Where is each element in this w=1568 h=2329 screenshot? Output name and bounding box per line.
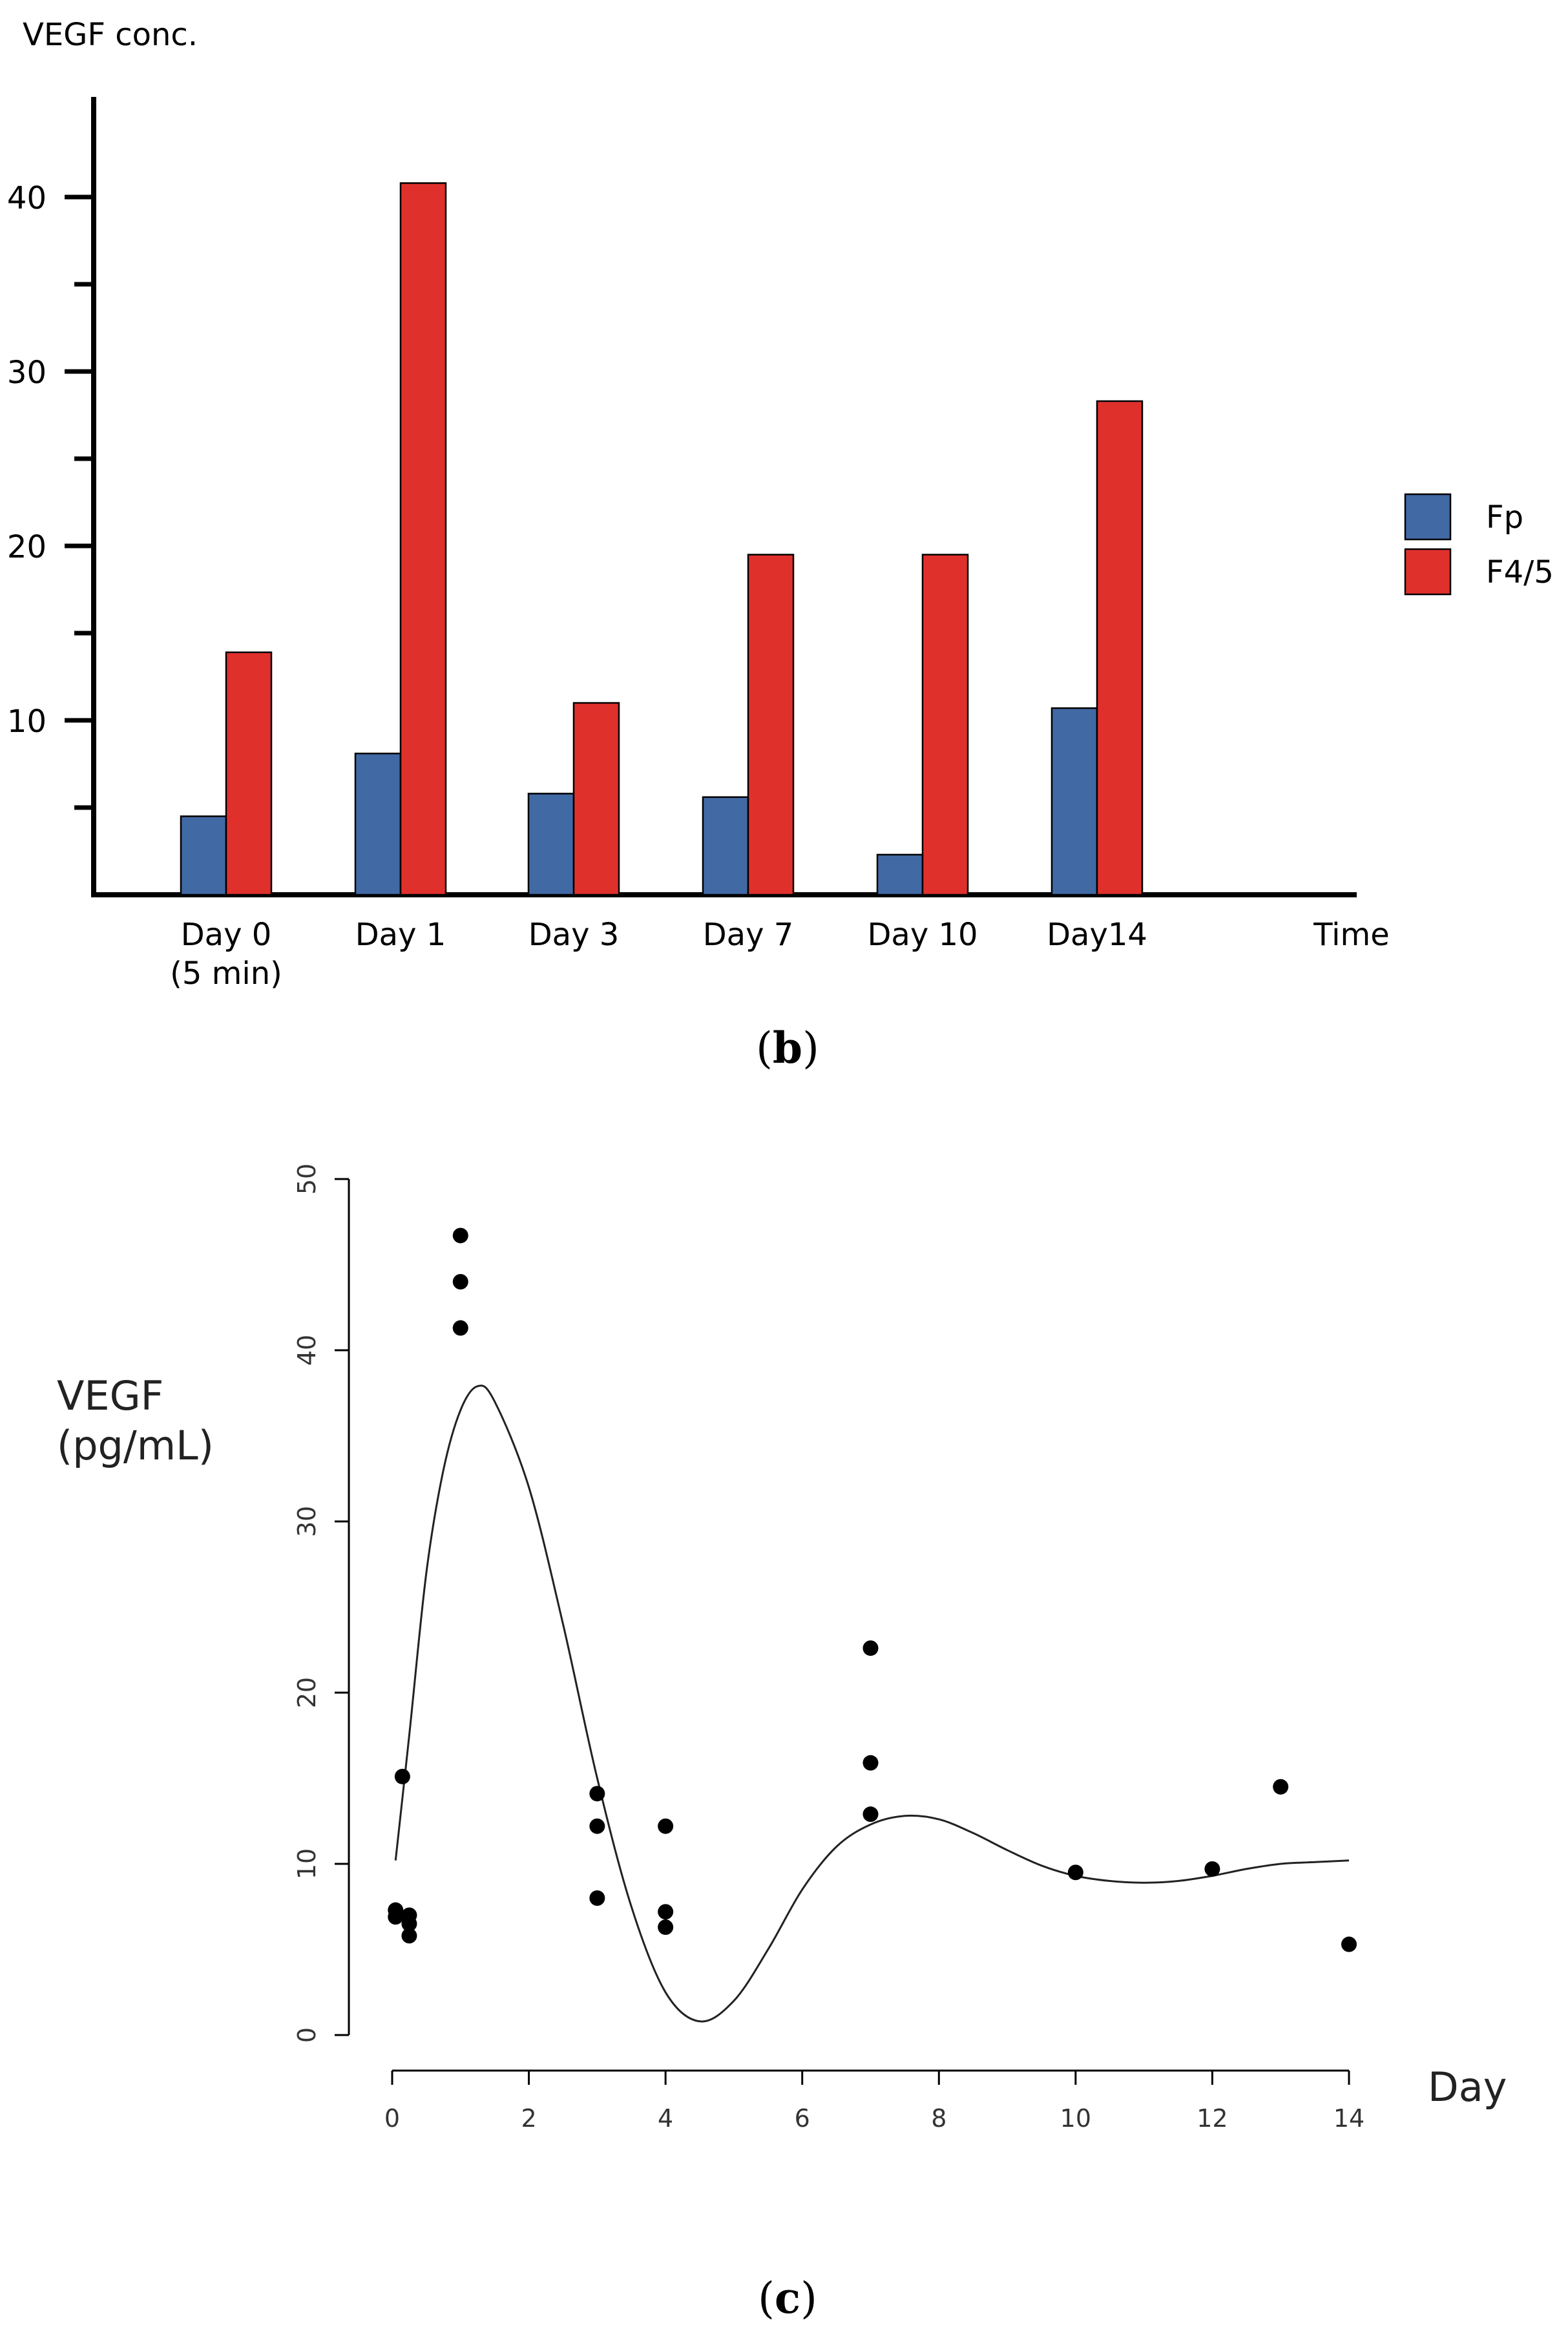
x-category-label: (5 min)	[170, 956, 282, 992]
scatter-point	[589, 1786, 605, 1802]
x-category-label: Day14	[1047, 917, 1147, 953]
x-tick-label: 8	[931, 2104, 946, 2133]
x-tick-label: 6	[795, 2104, 810, 2133]
bar-fp	[527, 793, 575, 896]
scatter-point	[452, 1320, 468, 1336]
scatter-point	[452, 1227, 468, 1244]
y-tick-label: 20	[293, 1677, 321, 1708]
y-axis-label: VEGF	[57, 1372, 163, 1419]
bar-f4-5	[747, 554, 795, 896]
bar-f4-5	[921, 554, 969, 896]
scatter-point	[1067, 1864, 1083, 1881]
legend-swatch-fp	[1404, 493, 1452, 541]
y-tick-label: 30	[293, 1506, 321, 1537]
scatter-point	[401, 1916, 417, 1932]
x-category-label: Day 3	[528, 917, 620, 953]
bar-fp	[354, 753, 402, 896]
scatter-point	[862, 1640, 879, 1656]
scatter-point	[862, 1755, 879, 1771]
x-tick-label: 4	[658, 2104, 673, 2133]
x-category-label: Day 1	[355, 917, 446, 953]
y-tick-label: 10	[7, 704, 47, 740]
y-tick-label: 20	[7, 529, 47, 565]
scatter-chart-panel-c: 0 10 20 30 40 50 0 2 4 6 8 10 12 14 VEGF(pg/mL) Day	[57, 1164, 1507, 2133]
y-tick-label: 40	[7, 180, 47, 216]
scatter-point	[394, 1768, 410, 1784]
scatter-point	[388, 1909, 404, 1925]
x-category-label: Day 10	[867, 917, 977, 953]
y-axis-label: VEGF conc.	[23, 17, 198, 53]
scatter-point	[1273, 1779, 1289, 1795]
x-tick-label: 0	[384, 2104, 400, 2133]
bar-fp	[1051, 707, 1098, 896]
bar-f4-5	[399, 182, 447, 896]
bar-fp	[180, 815, 227, 896]
y-tick-label: 30	[7, 355, 47, 391]
y-axis-label: (pg/mL)	[57, 1422, 214, 1469]
scatter-point	[862, 1806, 879, 1822]
y-tick-label: 40	[293, 1335, 321, 1366]
bar-fp	[702, 796, 749, 896]
x-axis-label: Day	[1428, 2063, 1507, 2111]
x-tick-label: 12	[1197, 2104, 1228, 2133]
panel-c-caption: (c)	[758, 2273, 817, 2323]
legend-label: Fp	[1486, 499, 1523, 536]
scatter-point	[658, 1904, 674, 1920]
bar-f4-5	[1096, 400, 1144, 896]
bar-chart-panel-b: VEGF conc. 10 20 30 40 Day 0(5 min) Day 1 Day 3…	[7, 17, 1554, 992]
scatter-point	[589, 1890, 605, 1906]
panel-b-caption: (b)	[756, 1023, 819, 1073]
scatter-point	[452, 1274, 468, 1290]
x-tick-label: 2	[521, 2104, 536, 2133]
bar-f4-5	[572, 702, 620, 896]
x-tick-label: 10	[1060, 2104, 1091, 2133]
scatter-point	[658, 1818, 674, 1834]
bar-fp	[876, 853, 924, 896]
x-category-label: Day 0	[181, 917, 272, 953]
x-tick-label: 14	[1333, 2104, 1364, 2133]
y-tick-label: 10	[293, 1848, 321, 1879]
scatter-point	[589, 1818, 605, 1834]
x-axis-label: Time	[1313, 917, 1389, 953]
legend-swatch-f4-5	[1404, 548, 1452, 596]
y-tick-label: 0	[293, 2027, 321, 2043]
scatter-point	[658, 1919, 674, 1936]
x-category-label: Day 7	[703, 917, 794, 953]
bar-f4-5	[225, 651, 273, 896]
scatter-point	[1341, 1936, 1357, 1952]
scatter-point	[401, 1928, 417, 1944]
fit-curve	[394, 1384, 1350, 2023]
scatter-point	[1204, 1861, 1220, 1877]
legend-label: F4/5	[1486, 554, 1554, 590]
y-tick-label: 50	[293, 1164, 321, 1195]
